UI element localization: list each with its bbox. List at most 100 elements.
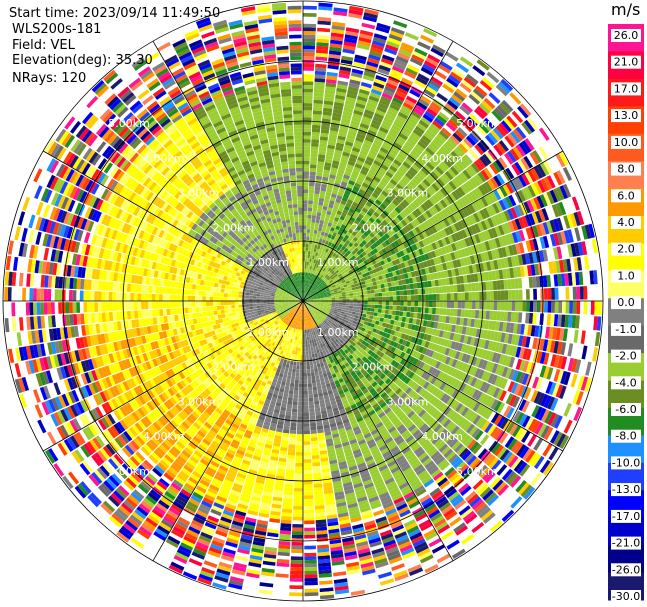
velocity-gate xyxy=(380,96,392,104)
velocity-gate xyxy=(339,69,351,76)
velocity-gate xyxy=(305,295,308,299)
velocity-gate xyxy=(434,180,443,190)
velocity-gate xyxy=(379,147,389,154)
velocity-gate xyxy=(362,313,367,318)
velocity-gate xyxy=(326,237,331,242)
velocity-gate xyxy=(337,230,343,236)
velocity-gate xyxy=(259,582,274,588)
velocity-gate xyxy=(455,88,468,99)
velocity-gate xyxy=(495,201,504,213)
velocity-gate xyxy=(381,248,387,254)
velocity-gate xyxy=(378,305,383,309)
velocity-gate xyxy=(479,301,483,310)
velocity-gate xyxy=(294,379,299,384)
velocity-gate xyxy=(468,133,479,144)
velocity-gate xyxy=(372,36,387,44)
velocity-gate xyxy=(461,102,473,113)
velocity-gate xyxy=(483,117,495,129)
velocity-gate xyxy=(313,289,317,292)
velocity-gate xyxy=(417,205,425,214)
velocity-gate xyxy=(403,306,408,312)
velocity-gate xyxy=(341,245,346,251)
velocity-gate xyxy=(329,50,342,56)
velocity-gate xyxy=(392,301,397,306)
velocity-gate xyxy=(407,204,415,213)
velocity-gate xyxy=(392,291,397,296)
velocity-gate xyxy=(303,196,308,201)
velocity-gates xyxy=(4,2,602,600)
velocity-gate xyxy=(295,448,303,453)
velocity-gate xyxy=(396,87,409,96)
velocity-gate xyxy=(289,437,296,442)
velocity-gate xyxy=(317,17,332,22)
velocity-gate xyxy=(412,189,421,197)
velocity-gate xyxy=(312,469,322,474)
velocity-gate xyxy=(366,133,376,140)
velocity-gate xyxy=(319,580,333,585)
velocity-gate xyxy=(332,231,337,237)
velocity-gate xyxy=(303,372,307,377)
velocity-gate xyxy=(349,265,355,270)
velocity-gate xyxy=(374,78,386,86)
velocity-gate xyxy=(340,271,346,276)
velocity-gate xyxy=(335,233,341,239)
velocity-gate xyxy=(303,365,307,370)
velocity-gate xyxy=(405,141,415,149)
velocity-gate xyxy=(371,40,386,48)
velocity-gate xyxy=(308,288,312,293)
velocity-gate xyxy=(500,311,505,321)
velocity-gate xyxy=(346,303,350,306)
velocity-gate xyxy=(369,182,377,189)
velocity-gate xyxy=(420,34,434,44)
velocity-gate xyxy=(308,265,311,270)
velocity-gate xyxy=(331,266,336,271)
velocity-gate xyxy=(316,234,321,239)
velocity-gate xyxy=(316,281,320,285)
velocity-gate xyxy=(319,220,324,225)
velocity-gate xyxy=(305,295,309,299)
velocity-gate xyxy=(348,228,354,234)
velocity-gate xyxy=(396,301,401,306)
velocity-gate xyxy=(285,472,294,478)
velocity-gate xyxy=(329,268,334,273)
velocity-gate xyxy=(434,203,442,213)
velocity-gate xyxy=(360,301,365,304)
velocity-gate xyxy=(336,172,344,178)
velocity-gate xyxy=(303,426,310,431)
velocity-gate xyxy=(357,176,365,182)
velocity-gate xyxy=(335,269,340,274)
velocity-gate xyxy=(482,153,492,165)
velocity-gate xyxy=(432,138,442,148)
velocity-gate xyxy=(377,312,382,318)
velocity-gate xyxy=(467,283,472,292)
velocity-gate xyxy=(339,203,345,209)
velocity-gate xyxy=(411,163,421,172)
velocity-gate xyxy=(304,567,318,571)
velocity-gate xyxy=(323,251,328,256)
velocity-gate xyxy=(337,191,344,197)
velocity-gate xyxy=(303,157,310,161)
velocity-gate xyxy=(289,360,294,365)
velocity-gate xyxy=(358,172,367,179)
velocity-gate xyxy=(415,143,425,153)
velocity-gate xyxy=(353,198,361,205)
velocity-gate xyxy=(466,180,475,191)
velocity-gate xyxy=(365,175,373,183)
velocity-gate xyxy=(368,149,378,157)
velocity-gate xyxy=(365,105,376,113)
velocity-gate xyxy=(327,249,332,255)
velocity-gate xyxy=(539,162,550,176)
velocity-gate xyxy=(306,287,309,291)
velocity-gate xyxy=(307,269,310,273)
velocity-gate xyxy=(305,340,308,345)
velocity-gate xyxy=(294,470,303,474)
velocity-gate xyxy=(310,437,318,442)
velocity-gate xyxy=(311,139,320,144)
velocity-gate xyxy=(449,214,457,224)
velocity-gate xyxy=(465,205,473,216)
velocity-gate xyxy=(377,231,384,238)
velocity-gate xyxy=(361,256,367,262)
velocity-gate xyxy=(304,527,316,532)
velocity-gate xyxy=(330,32,344,38)
velocity-gate xyxy=(303,250,306,255)
